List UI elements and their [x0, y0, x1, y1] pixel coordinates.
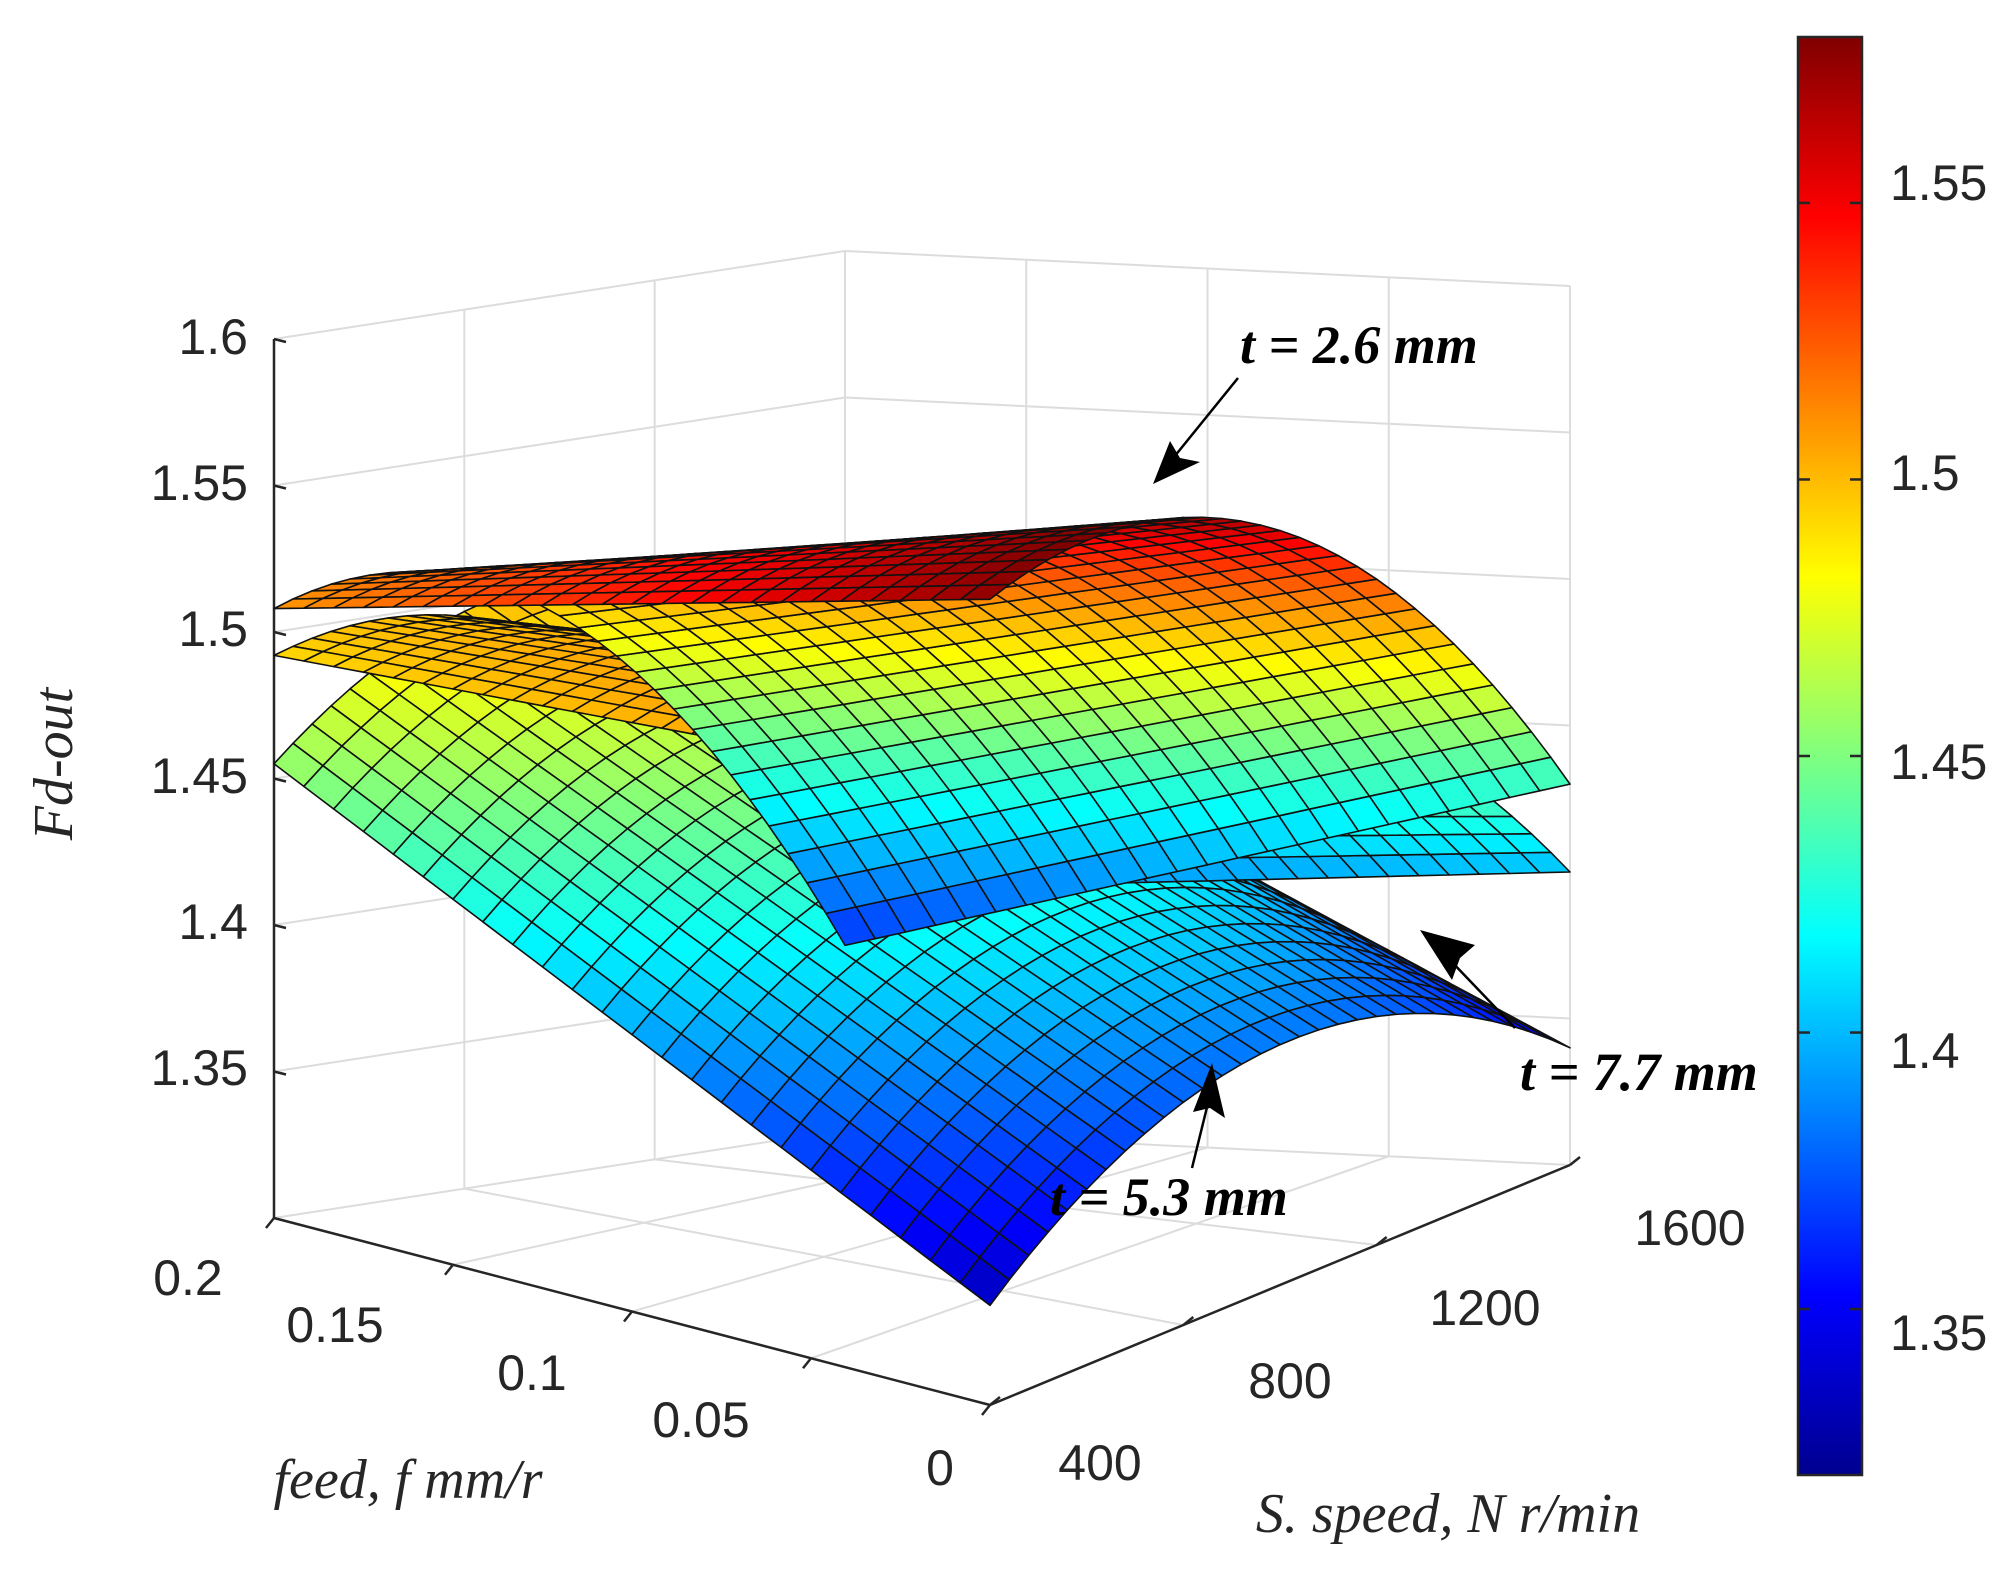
annotation-arrow — [1169, 377, 1239, 463]
surfaces — [273, 516, 1571, 1307]
annotation-arrowhead — [1153, 441, 1200, 484]
gridline — [273, 1129, 846, 1219]
gridline — [810, 1155, 1390, 1360]
y-tick-label: 1200 — [1429, 1280, 1540, 1336]
colorbar-tick-label: 1.55 — [1890, 155, 1987, 211]
axis-line — [273, 337, 287, 344]
annotation-t53: t = 5.3 mm — [1050, 1063, 1288, 1227]
colorbar-tick-label: 1.45 — [1890, 734, 1987, 790]
colorbar: 1.35 1.4 1.45 1.5 1.55 — [1796, 35, 1987, 1477]
axis-line — [1375, 1236, 1388, 1246]
surface-series — [273, 516, 1571, 947]
annotation-label: t = 2.6 mm — [1240, 315, 1478, 375]
y-axis-title: S. speed, N r/min — [1256, 1483, 1640, 1545]
axis-line — [981, 1404, 991, 1416]
z-tick-label: 1.5 — [178, 601, 248, 657]
axis-line — [273, 630, 287, 637]
colorbar-tick-label: 1.4 — [1890, 1023, 1960, 1079]
x-tick-label: 0.15 — [286, 1297, 383, 1353]
axis-line — [623, 1310, 633, 1323]
gridline — [273, 396, 846, 487]
annotation-label: t = 5.3 mm — [1050, 1167, 1288, 1227]
gridline — [273, 250, 846, 340]
surface-cell — [959, 1256, 1011, 1307]
axis-line — [1569, 1156, 1581, 1166]
x-tick-label: 0 — [926, 1440, 954, 1496]
axis-line — [273, 1070, 287, 1076]
x-axis-ticks: 0 0.05 0.1 0.15 0.2 — [153, 1250, 954, 1496]
axis-line — [273, 777, 287, 783]
x-tick-label: 0.05 — [652, 1392, 749, 1448]
axis-line — [989, 1163, 1571, 1407]
gridline — [464, 1187, 1184, 1326]
annotation-arrow — [1449, 959, 1516, 1029]
axis-line — [273, 484, 287, 490]
surface-cell — [959, 583, 1011, 601]
z-tick-label: 1.6 — [178, 309, 248, 365]
y-tick-label: 1600 — [1634, 1200, 1745, 1256]
z-tick-label: 1.4 — [178, 894, 248, 950]
axis-line — [1182, 1316, 1195, 1326]
y-axis-ticks: 400 800 1200 1600 — [1058, 1200, 1745, 1491]
axes-frame — [265, 337, 1581, 1416]
y-tick-label: 800 — [1248, 1353, 1331, 1409]
annotation-t26: t = 2.6 mm — [1153, 315, 1478, 484]
z-axis-ticks: 1.35 1.4 1.45 1.5 1.55 1.6 — [151, 309, 248, 1096]
axis-line — [989, 1396, 1001, 1406]
colorbar-tick-label: 1.35 — [1890, 1305, 1987, 1361]
annotation-arrowhead — [1420, 930, 1475, 980]
annotation-arrowhead — [1193, 1063, 1225, 1118]
axis-line — [273, 923, 287, 930]
colorbar-ticks — [1798, 201, 1862, 1311]
z-tick-label: 1.45 — [151, 748, 248, 804]
z-tick-label: 1.35 — [151, 1040, 248, 1096]
axis-line — [265, 1217, 275, 1229]
annotation-t77: t = 7.7 mm — [1420, 930, 1758, 1102]
annotation-label: t = 7.7 mm — [1520, 1042, 1758, 1102]
x-tick-label: 0.2 — [153, 1250, 223, 1306]
x-axis-title: feed, f mm/r — [273, 1449, 542, 1511]
axis-line — [444, 1263, 454, 1276]
y-tick-label: 400 — [1058, 1435, 1141, 1491]
colorbar-tick-label: 1.5 — [1890, 445, 1960, 501]
z-tick-label: 1.55 — [151, 455, 248, 511]
z-axis-title: Fd-out — [23, 686, 85, 841]
axis-line — [802, 1357, 812, 1370]
x-tick-label: 0.1 — [497, 1345, 567, 1401]
